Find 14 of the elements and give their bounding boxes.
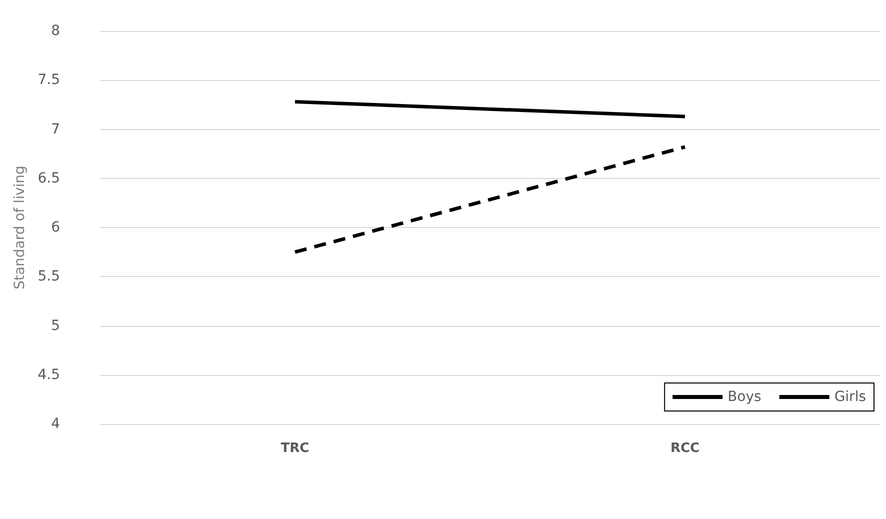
y-axis-title: Standard of living (12, 166, 28, 290)
y-tick-label: 5 (51, 318, 60, 334)
y-tick-label: 5.5 (38, 268, 60, 285)
y-tick-label: 6.5 (38, 170, 60, 186)
y-tick-label: 4.5 (38, 366, 60, 383)
y-tick-label: 8 (51, 23, 60, 39)
y-tick-label: 7 (51, 121, 60, 138)
legend-label: Boys (728, 389, 762, 405)
y-tick-label: 7.5 (38, 72, 60, 88)
x-tick-label: TRC (280, 441, 310, 456)
legend-label: Girls (834, 389, 866, 405)
y-tick-label: 4 (51, 416, 60, 432)
y-tick-label: 6 (51, 220, 60, 236)
x-tick-label: RCC (670, 441, 700, 456)
